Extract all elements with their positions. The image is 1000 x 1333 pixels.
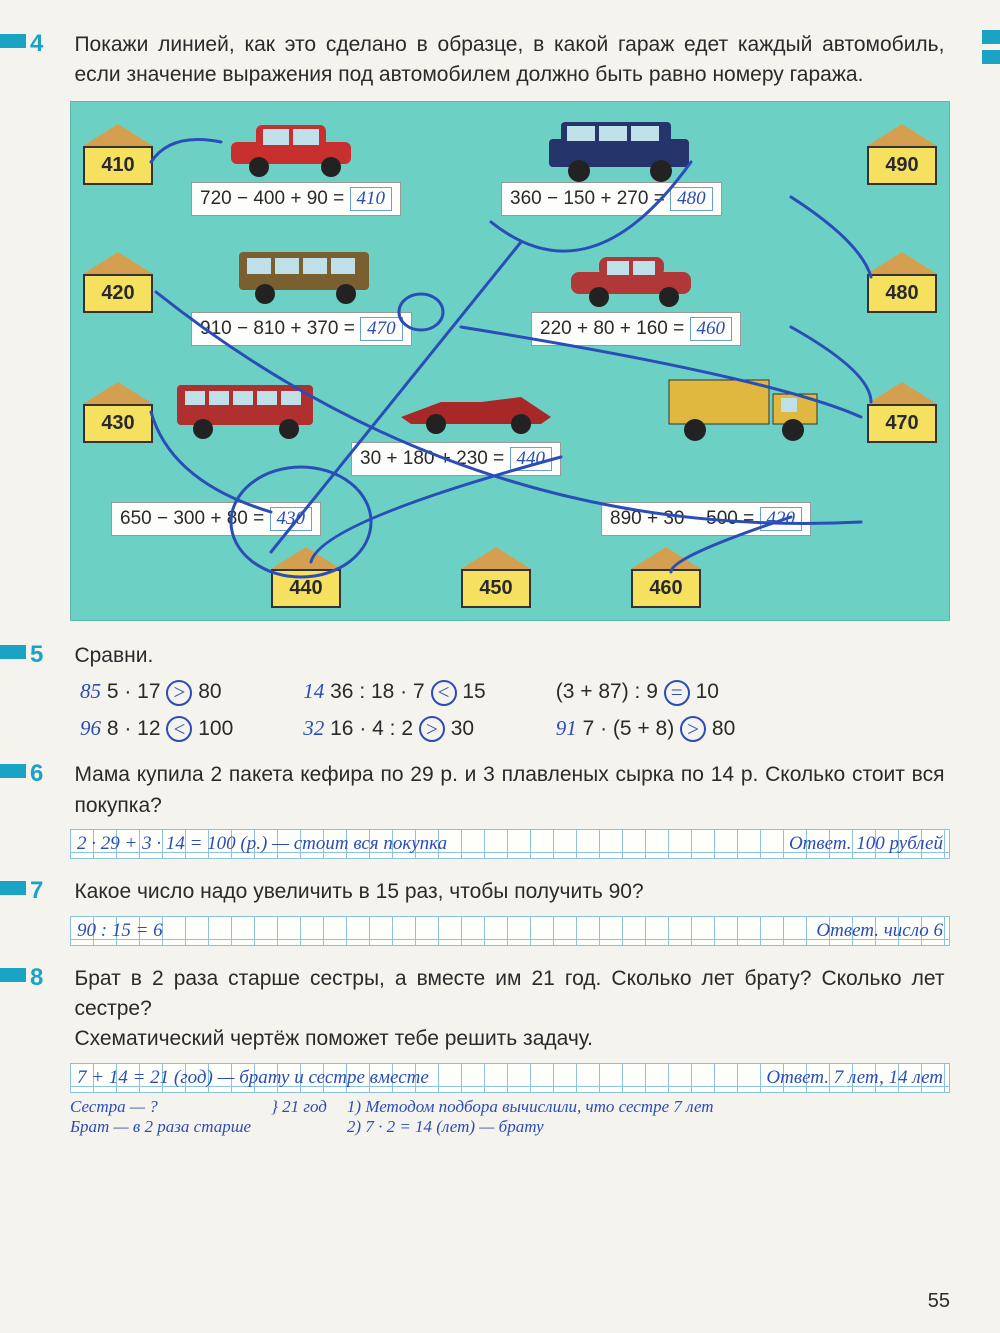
- exercise-title: Сравни.: [74, 641, 153, 671]
- work-grid: 7 + 14 = 21 (год) — брату и сестре вмест…: [70, 1063, 950, 1093]
- garage-480: 480: [867, 252, 937, 313]
- garage-410: 410: [83, 124, 153, 185]
- answer-text: Ответ. 7 лет, 14 лет: [766, 1067, 943, 1089]
- answer-text: Ответ. 100 рублей: [789, 833, 943, 855]
- exercise-marker: [0, 881, 26, 895]
- page-number: 55: [928, 1290, 950, 1313]
- exercise-marker: [0, 645, 26, 659]
- garage-430: 430: [83, 382, 153, 443]
- garage-450: 450: [461, 547, 531, 608]
- exercise-5: 5 Сравни. 85 5 · 17 > 80 96 8 · 12 < 100…: [30, 641, 950, 742]
- compare-item: 96 8 · 12 < 100: [80, 716, 233, 742]
- exercise-marker: [0, 764, 26, 778]
- work-grid: 90 : 15 = 6 Ответ. число 6: [70, 916, 950, 946]
- expr-6: 650 − 300 + 80 = 430: [111, 502, 321, 536]
- exercise-number: 6: [30, 760, 70, 788]
- exercise-marker: [0, 968, 26, 982]
- garage-420: 420: [83, 252, 153, 313]
- expr-5: 30 + 180 + 230 = 440: [351, 442, 561, 476]
- work-text: 2 · 29 + 3 · 14 = 100 (р.) — стоит вся п…: [77, 833, 447, 855]
- compare-item: 91 7 · (5 + 8) > 80: [556, 716, 736, 742]
- expr-2: 360 − 150 + 270 = 480: [501, 182, 722, 216]
- compare-item: (3 + 87) : 9 = 10: [556, 679, 736, 705]
- exercise-text: Какое число надо увеличить в 15 раз, что…: [74, 877, 944, 907]
- compare-item: 32 16 · 4 : 2 > 30: [303, 716, 485, 742]
- decor-bar-right-2: [982, 50, 1000, 64]
- exercise-marker: [0, 34, 26, 48]
- work-grid: 2 · 29 + 3 · 14 = 100 (р.) — стоит вся п…: [70, 829, 950, 859]
- extra-notes: Сестра — ? Брат — в 2 раза старше } 21 г…: [70, 1097, 950, 1137]
- car-race: [391, 382, 561, 437]
- exercise-6: 6 Мама купила 2 пакета кефира по 29 р. и…: [30, 760, 950, 859]
- car-truck: [661, 372, 826, 442]
- expr-1: 720 − 400 + 90 = 410: [191, 182, 401, 216]
- compare-col-3: (3 + 87) : 9 = 10 91 7 · (5 + 8) > 80: [556, 679, 736, 742]
- exercise-text: Мама купила 2 пакета кефира по 29 р. и 3…: [74, 760, 944, 821]
- exercise-number: 5: [30, 641, 70, 669]
- compare-col-1: 85 5 · 17 > 80 96 8 · 12 < 100: [80, 679, 233, 742]
- garage-diagram: 410 420 430 440 450 460 470 480 490 720 …: [70, 101, 950, 621]
- exercise-number: 7: [30, 877, 70, 905]
- car-red-coupe: [561, 247, 711, 307]
- garage-460: 460: [631, 547, 701, 608]
- decor-bar-right-1: [982, 30, 1000, 44]
- work-text: 90 : 15 = 6: [77, 920, 163, 942]
- garage-490: 490: [867, 124, 937, 185]
- car-blue-suv: [541, 117, 701, 182]
- answer-text: Ответ. число 6: [816, 920, 943, 942]
- compare-grid: 85 5 · 17 > 80 96 8 · 12 < 100 14 36 : 1…: [80, 679, 950, 742]
- car-red-bus: [171, 377, 321, 439]
- expr-3: 910 − 810 + 370 = 470: [191, 312, 412, 346]
- compare-item: 14 36 : 18 · 7 < 15: [303, 679, 485, 705]
- exercise-8: 8 Брат в 2 раза старше сестры, а вместе …: [30, 964, 950, 1137]
- garage-440: 440: [271, 547, 341, 608]
- compare-col-2: 14 36 : 18 · 7 < 15 32 16 · 4 : 2 > 30: [303, 679, 485, 742]
- car-red-sedan: [221, 117, 371, 177]
- compare-item: 85 5 · 17 > 80: [80, 679, 233, 705]
- expr-7: 890 + 30 − 500 = 420: [601, 502, 811, 536]
- pen-scribbles: [71, 102, 951, 622]
- work-text: 7 + 14 = 21 (год) — брату и сестре вмест…: [77, 1067, 429, 1089]
- exercise-number: 4: [30, 30, 70, 58]
- exercise-7: 7 Какое число надо увеличить в 15 раз, ч…: [30, 877, 950, 945]
- expr-4: 220 + 80 + 160 = 460: [531, 312, 741, 346]
- exercise-text: Брат в 2 раза старше сестры, а вместе им…: [74, 964, 944, 1055]
- exercise-4: 4 Покажи линией, как это сделано в образ…: [30, 30, 950, 621]
- garage-470: 470: [867, 382, 937, 443]
- car-brown-van: [231, 242, 381, 307]
- exercise-number: 8: [30, 964, 70, 992]
- exercise-text: Покажи линией, как это сделано в образце…: [74, 30, 944, 91]
